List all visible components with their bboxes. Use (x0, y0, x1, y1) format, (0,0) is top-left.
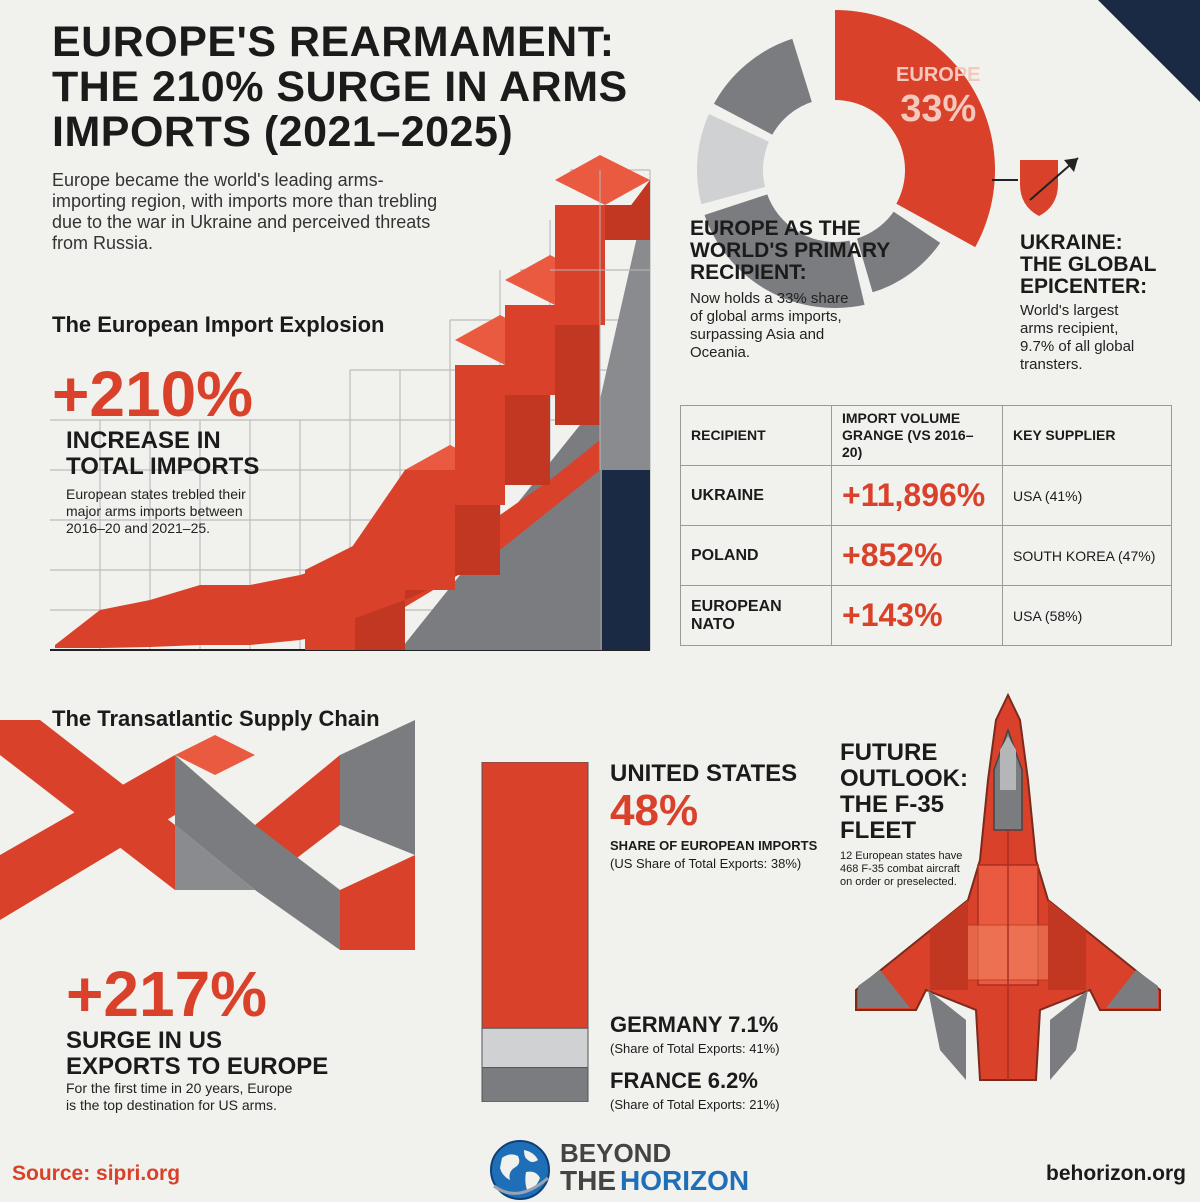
germany-supplier-block: GERMANY 7.1% (Share of Total Exports: 41… (610, 1012, 840, 1056)
table-cell-change: +852% (831, 525, 1003, 586)
table-cell-recipient: EUROPEAN NATO (680, 585, 832, 646)
ukraine-heading-line-1: UKRAINE: (1020, 231, 1123, 254)
table-cell-supplier: SOUTH KOREA (47%) (1002, 525, 1172, 586)
supply-chain-ribbon-graphic (0, 720, 415, 950)
title-line-3: IMPORTS (2021–2025) (52, 108, 514, 156)
ukraine-description: World's largest arms recipient, 9.7% of … (1020, 302, 1135, 373)
us-supplier-value: 48% (610, 786, 699, 835)
ukraine-heading: UKRAINE: THE GLOBAL EPICENTER: (1020, 232, 1170, 298)
import-increase-description: European states trebled their major arms… (66, 486, 246, 536)
page-title: EUROPE'S REARMAMENT: THE 210% SURGE IN A… (52, 18, 628, 156)
france-supplier-block: FRANCE 6.2% (Share of Total Exports: 21%… (610, 1068, 840, 1112)
f35-jet-icon (855, 692, 1161, 1081)
ukraine-heading-line-3: EPICENTER: (1020, 275, 1148, 298)
table-header-key-supplier: KEY SUPPLIER (1002, 405, 1172, 466)
us-supplier-label: SHARE OF EUROPEAN IMPORTS (610, 838, 818, 853)
globe-logo-icon (490, 1140, 550, 1200)
supplier-share-bar (481, 762, 589, 1102)
recipient-table: RECIPIENT IMPORT VOLUME GRANGE (VS 2016–… (680, 405, 1172, 646)
outlook-heading: FUTURE OUTLOOK: THE F-35 FLEET (840, 740, 980, 844)
table-cell-change: +11,896% (831, 465, 1003, 526)
us-exports-label: SURGE IN US EXPORTS TO EUROPE (66, 1028, 366, 1080)
pie-value-europe: 33% (900, 88, 976, 130)
table-row: EUROPEAN NATO +143% USA (58%) (680, 585, 1172, 646)
primary-heading-line-3: RECIPIENT: (690, 261, 807, 284)
germany-supplier-note: (Share of Total Exports: 41%) (610, 1041, 780, 1056)
bar-segment-germany (481, 1027, 589, 1069)
us-supplier-block: UNITED STATES 48% SHARE OF EUROPEAN IMPO… (610, 760, 840, 871)
site-link[interactable]: behorizon.org (1046, 1162, 1186, 1185)
title-line-1: EUROPE'S REARMAMENT: (52, 18, 615, 66)
import-label-line-2: TOTAL IMPORTS (66, 453, 260, 480)
europe-share-pie: EUROPE 33% (693, 10, 995, 310)
brand-line-2: THE HORIZON (560, 1166, 749, 1196)
supply-chain-heading: The Transatlantic Supply Chain (52, 706, 380, 731)
brand-the: THE (560, 1165, 616, 1196)
import-explosion-graphic (50, 155, 651, 651)
shield-icon (1020, 160, 1058, 216)
import-explosion-heading: The European Import Explosion (52, 312, 385, 337)
source-link[interactable]: Source: sipri.org (12, 1162, 181, 1185)
us-supplier-name: UNITED STATES (610, 760, 798, 787)
table-header-recipient: RECIPIENT (680, 405, 832, 466)
pie-slice-other (708, 33, 817, 141)
table-cell-change: +143% (831, 585, 1003, 646)
bar-segment-united-states (481, 762, 589, 1029)
table-row: POLAND +852% SOUTH KOREA (47%) (680, 525, 1172, 586)
germany-supplier-name: GERMANY 7.1% (610, 1012, 779, 1037)
pie-slice-other (852, 206, 946, 298)
intro-text: Europe became the world's leading arms-i… (52, 170, 438, 253)
import-increase-number: +210% (52, 358, 254, 430)
table-cell-supplier: USA (58%) (1002, 585, 1172, 646)
brand-horizon: HORIZON (620, 1165, 750, 1196)
brand-logo: BEYOND THE HORIZON (560, 1140, 749, 1196)
import-label-line-1: INCREASE IN (66, 427, 221, 454)
table-cell-recipient: POLAND (680, 525, 832, 586)
primary-heading-line-2: WORLD'S PRIMARY (690, 239, 891, 262)
table-row: UKRAINE +11,896% USA (41%) (680, 465, 1172, 526)
us-supplier-note: (US Share of Total Exports: 38%) (610, 856, 802, 871)
france-supplier-note: (Share of Total Exports: 21%) (610, 1097, 780, 1112)
outlook-heading-line-4: FLEET (840, 817, 916, 844)
corner-triangle (1098, 0, 1200, 102)
pie-slice-other (693, 108, 775, 210)
primary-heading-line-1: EUROPE AS THE (690, 217, 861, 240)
table-cell-supplier: USA (41%) (1002, 465, 1172, 526)
us-exports-label-line-2: EXPORTS TO EUROPE (66, 1053, 329, 1080)
bar-segment-france (481, 1067, 589, 1102)
pie-slice-other (699, 189, 870, 310)
us-exports-increase-number: +217% (66, 958, 268, 1030)
table-header-volume-change: IMPORT VOLUME GRANGE (VS 2016–20) (831, 405, 1003, 466)
brand-line-1: BEYOND (560, 1138, 672, 1168)
import-increase-label: INCREASE IN TOTAL IMPORTS (66, 428, 326, 480)
primary-recipient-description: Now holds a 33% share of global arms imp… (690, 290, 849, 361)
table-cell-recipient: UKRAINE (680, 465, 832, 526)
pie-label-europe: EUROPE (896, 64, 980, 86)
ukraine-block: UKRAINE: THE GLOBAL EPICENTER: World's l… (1020, 232, 1170, 374)
ukraine-heading-line-2: THE GLOBAL (1020, 253, 1157, 276)
outlook-heading-line-3: THE F-35 (840, 791, 945, 818)
ukraine-connector (992, 157, 1079, 216)
us-exports-description: For the first time in 20 years, Europe i… (66, 1080, 293, 1113)
france-supplier-name: FRANCE 6.2% (610, 1068, 758, 1093)
pie-slice-europe (835, 10, 995, 248)
title-line-2: THE 210% SURGE IN ARMS (52, 63, 628, 111)
table-header-row: RECIPIENT IMPORT VOLUME GRANGE (VS 2016–… (680, 405, 1172, 466)
outlook-heading-line-2: OUTLOOK: (840, 765, 968, 792)
us-exports-label-line-1: SURGE IN US (66, 1027, 223, 1054)
outlook-description: 12 European states have 468 F-35 combat … (840, 850, 963, 888)
primary-recipient-heading: EUROPE AS THE WORLD'S PRIMARY RECIPIENT: (690, 218, 930, 284)
outlook-block: FUTURE OUTLOOK: THE F-35 FLEET 12 Europe… (840, 740, 980, 889)
primary-recipient-block: EUROPE AS THE WORLD'S PRIMARY RECIPIENT:… (690, 218, 930, 362)
outlook-heading-line-1: FUTURE (840, 739, 938, 766)
